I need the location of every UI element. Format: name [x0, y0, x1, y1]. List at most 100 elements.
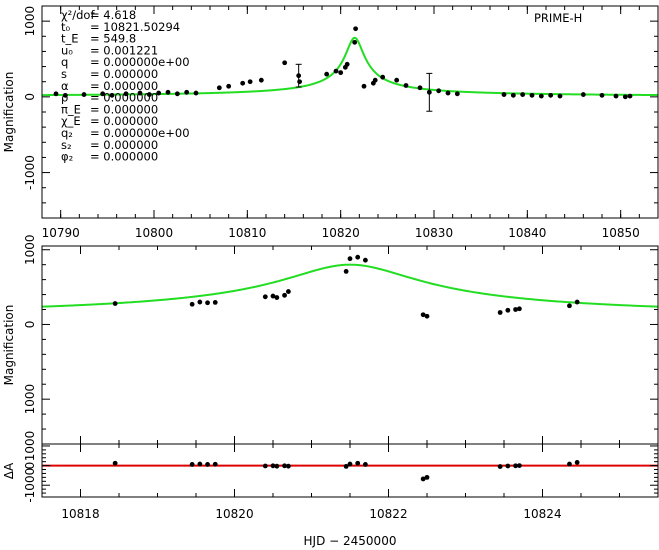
data-point — [226, 83, 232, 89]
data-point — [567, 303, 572, 309]
data-point — [520, 92, 526, 97]
y-tick-label: 0 — [23, 462, 37, 470]
fit-param-label: t₀ — [61, 20, 71, 34]
fit-param-value: = 0.000000 — [90, 138, 158, 152]
data-point — [165, 89, 171, 95]
x-tick-label: 10822 — [369, 507, 407, 521]
data-point — [262, 294, 268, 300]
data-point — [333, 68, 339, 74]
data-point — [529, 92, 535, 98]
middle-x-axis-ticks — [41, 246, 659, 444]
data-point — [205, 462, 210, 467]
data-point — [445, 90, 451, 96]
data-point — [270, 293, 276, 299]
data-point — [53, 91, 59, 97]
data-point — [193, 90, 199, 96]
data-point — [420, 312, 426, 318]
data-point — [510, 92, 516, 98]
data-point — [613, 93, 619, 99]
fit-param-value: = 0.001221 — [90, 43, 158, 57]
data-point — [352, 39, 358, 45]
middle-y-axis-label: Magnification — [2, 305, 16, 386]
data-point — [627, 93, 633, 99]
data-point — [497, 310, 503, 315]
data-point — [363, 462, 368, 467]
fit-param-label: q₂ — [61, 126, 73, 140]
data-point — [240, 80, 246, 86]
data-point — [123, 91, 129, 97]
x-tick-label: 10820 — [322, 226, 360, 240]
fit-param-value: = 0.000000 — [90, 79, 158, 93]
data-point — [189, 462, 195, 467]
data-point — [174, 91, 180, 97]
data-point — [622, 94, 628, 100]
x-tick-label: 10820 — [215, 507, 253, 521]
data-point — [567, 461, 572, 467]
fit-param-value: = 0.000000 — [90, 114, 158, 128]
fit-param-value: = 0.000000 — [90, 91, 158, 105]
data-point — [580, 92, 586, 97]
x-tick-label: 10818 — [61, 507, 99, 521]
fit-param-label: χ_E — [61, 114, 81, 128]
data-point — [270, 463, 276, 469]
data-point — [344, 61, 350, 67]
data-point — [109, 92, 115, 98]
data-point — [81, 92, 87, 97]
data-point — [403, 83, 409, 88]
data-point — [426, 89, 432, 95]
data-point — [505, 463, 511, 469]
data-point — [297, 79, 302, 85]
fit-parameter-list: χ²/dof= 4.618 t₀ = 10821.50294 t_E = 549.8 u₀… — [61, 8, 190, 164]
data-point — [574, 460, 580, 465]
data-point — [137, 90, 143, 96]
data-point — [282, 463, 287, 469]
data-point — [424, 313, 430, 319]
x-axis-title: HJD − 2450000 — [304, 534, 397, 548]
data-point — [538, 93, 544, 99]
x-tick-label: 10824 — [523, 507, 561, 521]
fit-param-label: ρ — [61, 91, 68, 105]
fit-param-value: = 10821.50294 — [90, 20, 180, 34]
x-tick-label: 10830 — [415, 226, 453, 240]
data-point — [286, 463, 291, 469]
x-tick-label: 10840 — [508, 226, 546, 240]
y-tick-label: -1000 — [23, 468, 37, 503]
fit-param-value: = 0.000000 — [90, 102, 158, 116]
data-point — [205, 300, 210, 306]
data-point — [212, 300, 218, 305]
top-y-axis-ticks: 0 1000 -1000 — [23, 5, 658, 219]
y-tick-label: 1000 — [23, 6, 37, 37]
data-point — [282, 60, 288, 66]
fit-param-value: = 0.000000e+00 — [90, 55, 190, 69]
middle-plot-frame — [41, 245, 659, 445]
data-point — [286, 289, 291, 294]
y-tick-label: 0 — [23, 321, 37, 329]
fit-param-label: s — [61, 67, 67, 81]
fit-param-value: = 0.000000e+00 — [90, 126, 190, 140]
data-point — [247, 79, 253, 85]
fit-param-label: χ²/dof — [61, 8, 95, 22]
fit-param-value: = 4.618 — [90, 8, 136, 22]
data-point — [100, 91, 106, 97]
residual-data-points — [112, 460, 580, 482]
data-point — [189, 301, 195, 307]
data-point — [274, 295, 280, 300]
data-point — [517, 463, 522, 468]
data-point — [513, 307, 518, 312]
data-point — [156, 90, 162, 96]
y-tick-label: 1000 — [23, 431, 37, 462]
data-point — [343, 269, 349, 274]
data-point — [353, 26, 358, 32]
data-point — [274, 463, 280, 469]
fit-param-label: u₀ — [61, 43, 73, 57]
fit-param-value: = 0.000000 — [90, 150, 158, 164]
middle-panel: 0 1000 1000 Magnification — [2, 234, 659, 445]
data-point — [557, 93, 563, 99]
bottom-y-axis-label: ΔA — [2, 462, 16, 479]
top-y-axis-label: Magnification — [2, 72, 16, 153]
dataset-label: PRIME-H — [534, 11, 582, 25]
data-point — [282, 292, 287, 298]
data-point — [513, 463, 518, 469]
